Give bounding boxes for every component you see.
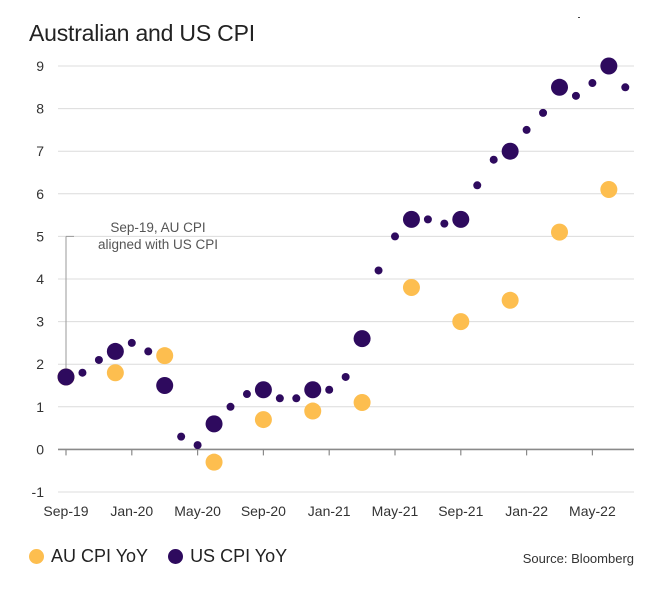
us-cpi-point (226, 402, 235, 411)
us-cpi-point (452, 210, 470, 228)
us-cpi-point (621, 83, 630, 92)
y-tick-label: 4 (36, 271, 44, 287)
us-cpi-point (423, 215, 432, 224)
x-tick-label: Jan-22 (505, 503, 548, 519)
au-cpi-point (254, 411, 272, 429)
us-cpi-point (254, 381, 272, 399)
us-cpi-point (144, 347, 153, 356)
x-tick-label: May-21 (372, 503, 419, 519)
au-cpi-point (353, 394, 371, 412)
chart-title: Australian and US CPI (29, 20, 255, 46)
source-note: Source: Bloomberg (522, 551, 634, 566)
y-tick-label: 9 (36, 58, 44, 74)
us-cpi-point (501, 142, 519, 160)
x-tick-label: May-22 (569, 503, 616, 519)
decorative-mark (578, 17, 580, 18)
y-tick-label: 7 (36, 143, 44, 159)
us-cpi-point (177, 432, 186, 441)
legend-us-marker (168, 549, 184, 564)
legend-item-au: AU CPI YoY (29, 546, 148, 567)
us-cpi-point (473, 181, 482, 190)
us-cpi-point (304, 381, 322, 399)
us-cpi-point (353, 330, 371, 348)
y-tick-label: 2 (36, 356, 44, 372)
us-cpi-point (341, 372, 350, 381)
us-cpi-point (127, 338, 136, 347)
au-cpi-point (106, 364, 124, 382)
au-cpi-point (452, 313, 470, 331)
legend-au-label: AU CPI YoY (51, 546, 149, 566)
x-tick-label: Jan-20 (110, 503, 153, 519)
au-cpi-point (551, 223, 568, 241)
y-tick-label: -1 (32, 484, 45, 500)
annotation: Sep-19, AU CPI aligned with US CPI (65, 220, 218, 377)
y-tick-label: 3 (36, 314, 44, 330)
x-tick-label: May-20 (174, 503, 221, 519)
us-cpi-series (57, 57, 630, 450)
us-cpi-point (489, 155, 498, 164)
legend-au-marker (29, 549, 44, 564)
grid-lines (58, 65, 634, 493)
us-cpi-point (193, 441, 202, 450)
us-cpi-point (94, 355, 103, 364)
us-cpi-point (571, 91, 580, 100)
us-cpi-point (391, 232, 399, 241)
au-cpi-point (205, 453, 223, 471)
au-cpi-point (304, 402, 322, 420)
x-axis: Sep-19 Jan-20 May-20 Sep-20 Jan-21 May-21 Sep-… (43, 448, 634, 519)
legend-item-us: US CPI YoY (168, 546, 287, 567)
annotation-text: aligned with US CPI (98, 237, 218, 252)
x-tick-label: Sep-19 (43, 503, 88, 519)
legend-us-label: US CPI YoY (190, 546, 288, 566)
y-tick-label: 0 (36, 441, 44, 457)
us-cpi-point (106, 342, 124, 360)
x-tick-label: Sep-21 (438, 503, 483, 519)
x-tick-label: Sep-20 (241, 503, 286, 519)
us-cpi-point (78, 368, 87, 377)
us-cpi-point (440, 219, 449, 228)
us-cpi-point (522, 125, 531, 134)
x-tick-label: Jan-21 (308, 503, 351, 519)
legend: AU CPI YoY US CPI YoY (29, 546, 307, 567)
us-cpi-point (588, 79, 597, 88)
us-cpi-point (242, 390, 251, 399)
us-cpi-point (156, 377, 174, 394)
us-cpi-point (374, 266, 383, 275)
au-cpi-point (402, 279, 420, 297)
annotation-text: Sep-19, AU CPI (110, 220, 205, 235)
us-cpi-point (551, 78, 568, 96)
us-cpi-point (205, 415, 223, 433)
y-tick-label: 5 (36, 228, 44, 244)
us-cpi-point (57, 368, 75, 386)
y-tick-label: 6 (36, 186, 44, 202)
us-cpi-point (292, 394, 301, 403)
us-cpi-point (600, 57, 618, 75)
y-tick-labels: -1 0 1 2 3 4 5 6 7 8 9 (32, 58, 45, 500)
au-cpi-point (156, 347, 174, 365)
us-cpi-point (539, 108, 548, 117)
y-tick-label: 8 (36, 101, 44, 117)
au-cpi-point (600, 181, 618, 199)
us-cpi-point (325, 385, 334, 394)
y-tick-label: 1 (36, 399, 44, 415)
us-cpi-point (402, 210, 420, 228)
au-cpi-point (501, 291, 519, 309)
us-cpi-point (275, 394, 284, 403)
